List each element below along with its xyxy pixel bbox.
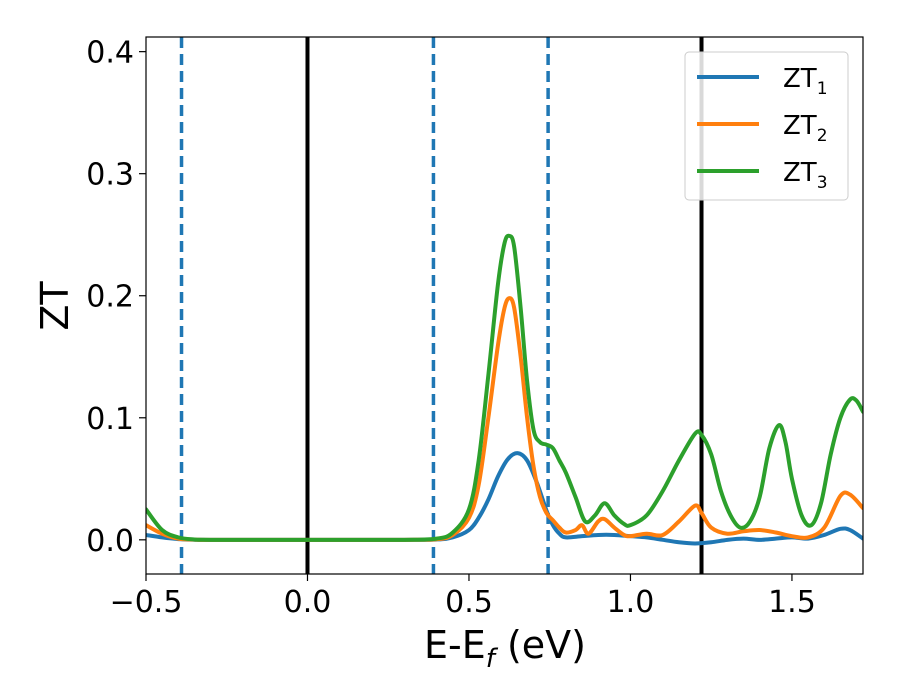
- series-line-zt3: [146, 233, 863, 542]
- x-axis-label-unit: (eV): [495, 623, 586, 667]
- legend-label-zt3: ZT3: [783, 158, 828, 193]
- plot-frame: [145, 36, 864, 575]
- legend: ZT1 ZT2 ZT3: [684, 51, 849, 201]
- legend-label-zt2: ZT2: [783, 111, 828, 146]
- x-axis-label: E-Ef (eV): [424, 623, 586, 674]
- y-tick-label: 0.0: [86, 524, 134, 559]
- legend-label-zt1: ZT1: [783, 64, 828, 99]
- y-tick-label: 0.2: [86, 280, 134, 315]
- x-tick-label: 0.0: [284, 585, 332, 620]
- y-tick-label: 0.4: [86, 36, 134, 71]
- x-tick-label: −0.5: [110, 585, 183, 620]
- y-tick-label: 0.3: [86, 158, 134, 193]
- legend-box: [684, 51, 849, 201]
- x-axis: −0.5 0.0 0.5 1.0 1.5: [110, 574, 816, 620]
- x-tick-label: 1.0: [607, 585, 655, 620]
- y-tick-label: 0.1: [86, 402, 134, 437]
- x-tick-label: 0.5: [445, 585, 493, 620]
- y-axis: 0.0 0.1 0.2 0.3 0.4: [86, 36, 146, 559]
- series-lines: [146, 233, 863, 546]
- y-axis-label: ZT: [33, 281, 77, 331]
- x-tick-label: 1.5: [768, 585, 816, 620]
